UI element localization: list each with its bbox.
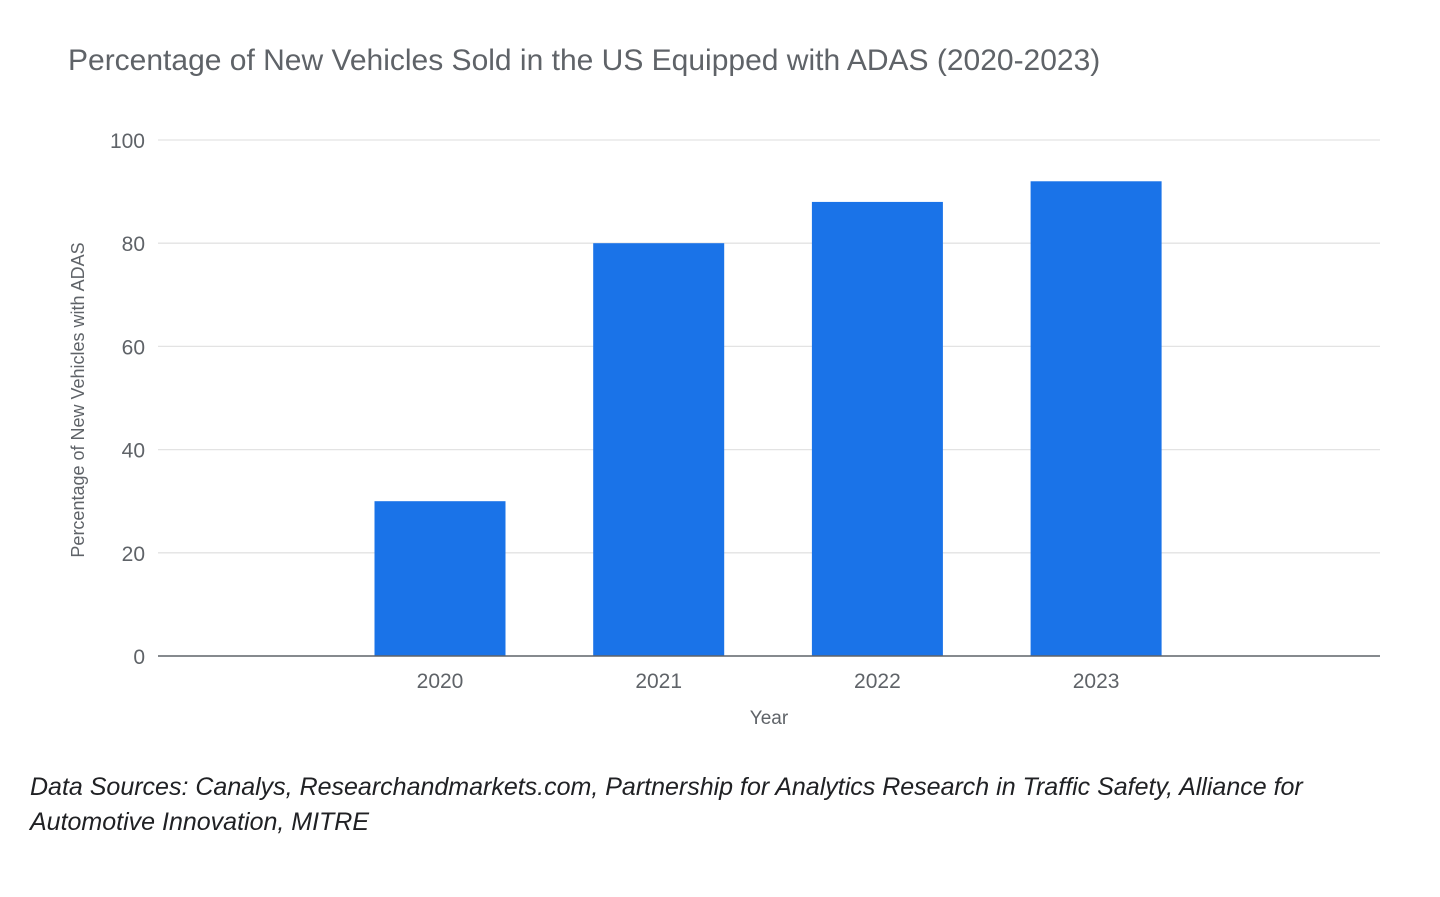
- y-tick-label: 0: [133, 646, 145, 669]
- x-tick-label: 2020: [417, 670, 464, 693]
- x-tick-label: 2022: [854, 670, 901, 693]
- x-tick-label: 2021: [635, 670, 682, 693]
- data-sources-note: Data Sources: Canalys, Researchandmarket…: [30, 773, 1303, 836]
- x-tick-label: 2023: [1073, 670, 1120, 693]
- chart-title: Percentage of New Vehicles Sold in the U…: [68, 44, 1101, 77]
- bar-2023: [1030, 181, 1162, 656]
- y-tick-label: 40: [122, 440, 145, 463]
- bar-chart: 0 20 40 60 80 100 2020 2021 2022 2023 Year Percenta…: [68, 130, 1380, 729]
- y-tick-label: 60: [122, 336, 145, 359]
- bar-2020: [374, 501, 506, 656]
- y-tick-label: 80: [122, 233, 145, 256]
- y-axis-label: Percentage of New Vehicles with ADAS: [68, 242, 88, 557]
- y-tick-label: 20: [122, 543, 145, 566]
- bar-2021: [593, 243, 725, 656]
- bar-2022: [811, 201, 943, 657]
- y-tick-label: 100: [110, 130, 145, 153]
- x-axis-label: Year: [750, 708, 789, 729]
